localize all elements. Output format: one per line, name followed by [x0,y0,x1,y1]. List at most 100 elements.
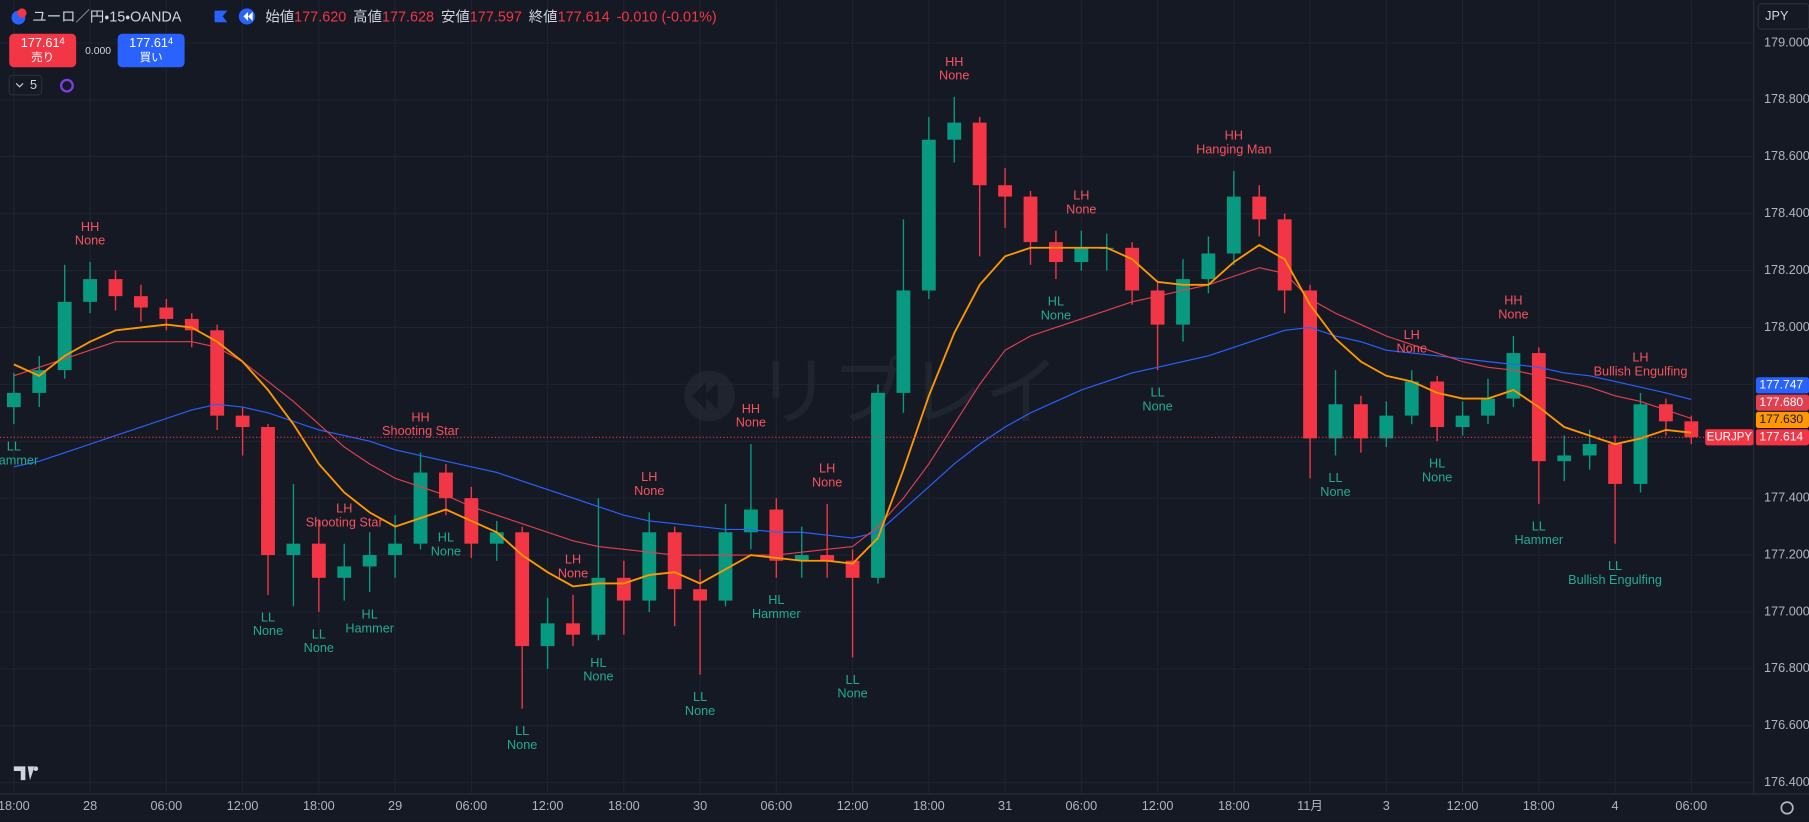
x-tick-label: 06:00 [455,799,487,813]
y-tick-label: 179.000 [1764,35,1809,49]
ohlc-value: 177.628 [382,9,434,25]
candle-body [972,122,987,186]
axes: 176.400 176.600 176.800 177.000 177.200 177.4… [0,35,1809,813]
candle-body [871,392,885,578]
candle-body [489,532,504,544]
y-tick-label: 178.200 [1764,263,1809,277]
pattern-label: HL [362,607,378,621]
pattern-label: HH [1225,129,1243,143]
y-tick-label: 178.600 [1764,149,1809,163]
candle-body [820,555,835,561]
pattern-label: Hammer [345,621,394,635]
candle-body [642,532,657,601]
pattern-label: None [939,69,969,83]
settings-icon[interactable] [1780,801,1794,815]
pattern-label: Bullish Engulfing [1568,573,1662,587]
x-tick-label: 4 [1612,799,1619,813]
currency: JPY [1765,9,1789,23]
sell-button[interactable] [9,33,77,68]
y-tick-label: 177.400 [1764,491,1809,505]
ohlc-value: 177.597 [470,9,522,25]
pattern-label: LL [261,610,275,624]
candle-body [210,330,225,416]
candle-body [743,509,758,533]
pattern-label: None [837,687,867,701]
pattern-label: None [1397,342,1427,356]
pattern-label: HL [768,593,784,607]
x-tick-label: 18:00 [1218,799,1250,813]
spread: 0.000 [85,46,111,57]
x-tick-label: 12:00 [1142,799,1174,813]
indicator-count: 5 [30,78,37,92]
pattern-label: None [558,566,588,580]
loading-icon [59,78,74,93]
candle-body [947,122,962,140]
candle-body [566,623,580,635]
ohlc-value: 177.620 [294,9,346,25]
price-badge-label: 177.680 [1759,395,1803,409]
x-tick-label: 28 [83,799,97,813]
y-tick-label: 178.400 [1764,206,1809,220]
price-badge-label: 177.614 [1759,429,1803,443]
pattern-label: None [253,624,283,638]
buy-price-pip: 4 [168,36,173,46]
candle-body [134,296,148,308]
indicator-toggle[interactable] [8,74,43,96]
pattern-label: LL [1532,519,1546,533]
candle-body [1353,404,1368,439]
price-badge-label: 177.747 [1759,378,1803,392]
x-tick-label: 3 [1383,799,1390,813]
moving-average-line [13,267,1692,556]
pattern-label: None [507,738,537,752]
pattern-label: Hammer [1515,533,1564,547]
candle-body [438,472,453,499]
candle-body [515,532,530,647]
candle-body [1582,444,1597,456]
buy-button[interactable] [117,33,185,68]
x-tick-label: 06:00 [1065,799,1097,813]
candle-body [1404,381,1419,416]
pattern-label: Shooting Star [382,424,460,438]
pattern-label: Shooting Star [306,515,384,529]
watermark-icon-glyph [692,382,718,410]
sell-price-main: 177.61 [21,36,60,50]
x-tick-label: 06:00 [150,799,182,813]
candle-body [1481,398,1495,416]
pattern-label: HH [945,55,963,69]
x-tick-label: 18:00 [0,799,30,813]
symbol-title: ユーロ／円・15・OANDA [32,8,181,25]
candle-body [845,560,860,578]
pattern-label: None [1066,202,1096,216]
header: ユーロ／円・15・OANDA 始値177.620 高値177.628 安値177.5… [8,3,1809,815]
candle-body [1684,421,1699,438]
flag-icon[interactable] [214,10,228,23]
symbol-badge-label: EURJPY [1707,431,1753,443]
price-badge [1755,394,1809,411]
candle-body [718,532,733,601]
pattern-label: None [812,475,842,489]
x-tick-label: 29 [388,799,402,813]
candle-body [311,543,326,578]
candle-body [1455,415,1470,428]
candle-body [921,139,936,291]
pattern-label: LL [312,627,326,641]
sell-label: 売り [31,51,54,64]
pattern-label: LL [515,724,529,738]
pattern-label: None [75,234,105,248]
y-tick-label: 176.800 [1764,661,1809,675]
x-tick-label: 31 [998,799,1012,813]
pattern-label: LH [641,470,657,484]
pattern-label: LH [1632,351,1648,365]
sell-price: 177.614 [21,36,65,50]
ohlc-label: 終値 [529,8,558,25]
pattern-label: None [583,670,613,684]
pattern-label: HH [1504,294,1522,308]
y-tick-label: 177.000 [1764,604,1809,618]
x-tick-label: 06:00 [760,799,792,813]
price-badge [1755,411,1809,429]
moving-average-line [13,243,1692,588]
pattern-label: None [685,704,715,718]
x-tick-label: 18:00 [913,799,945,813]
chevron [15,82,24,88]
